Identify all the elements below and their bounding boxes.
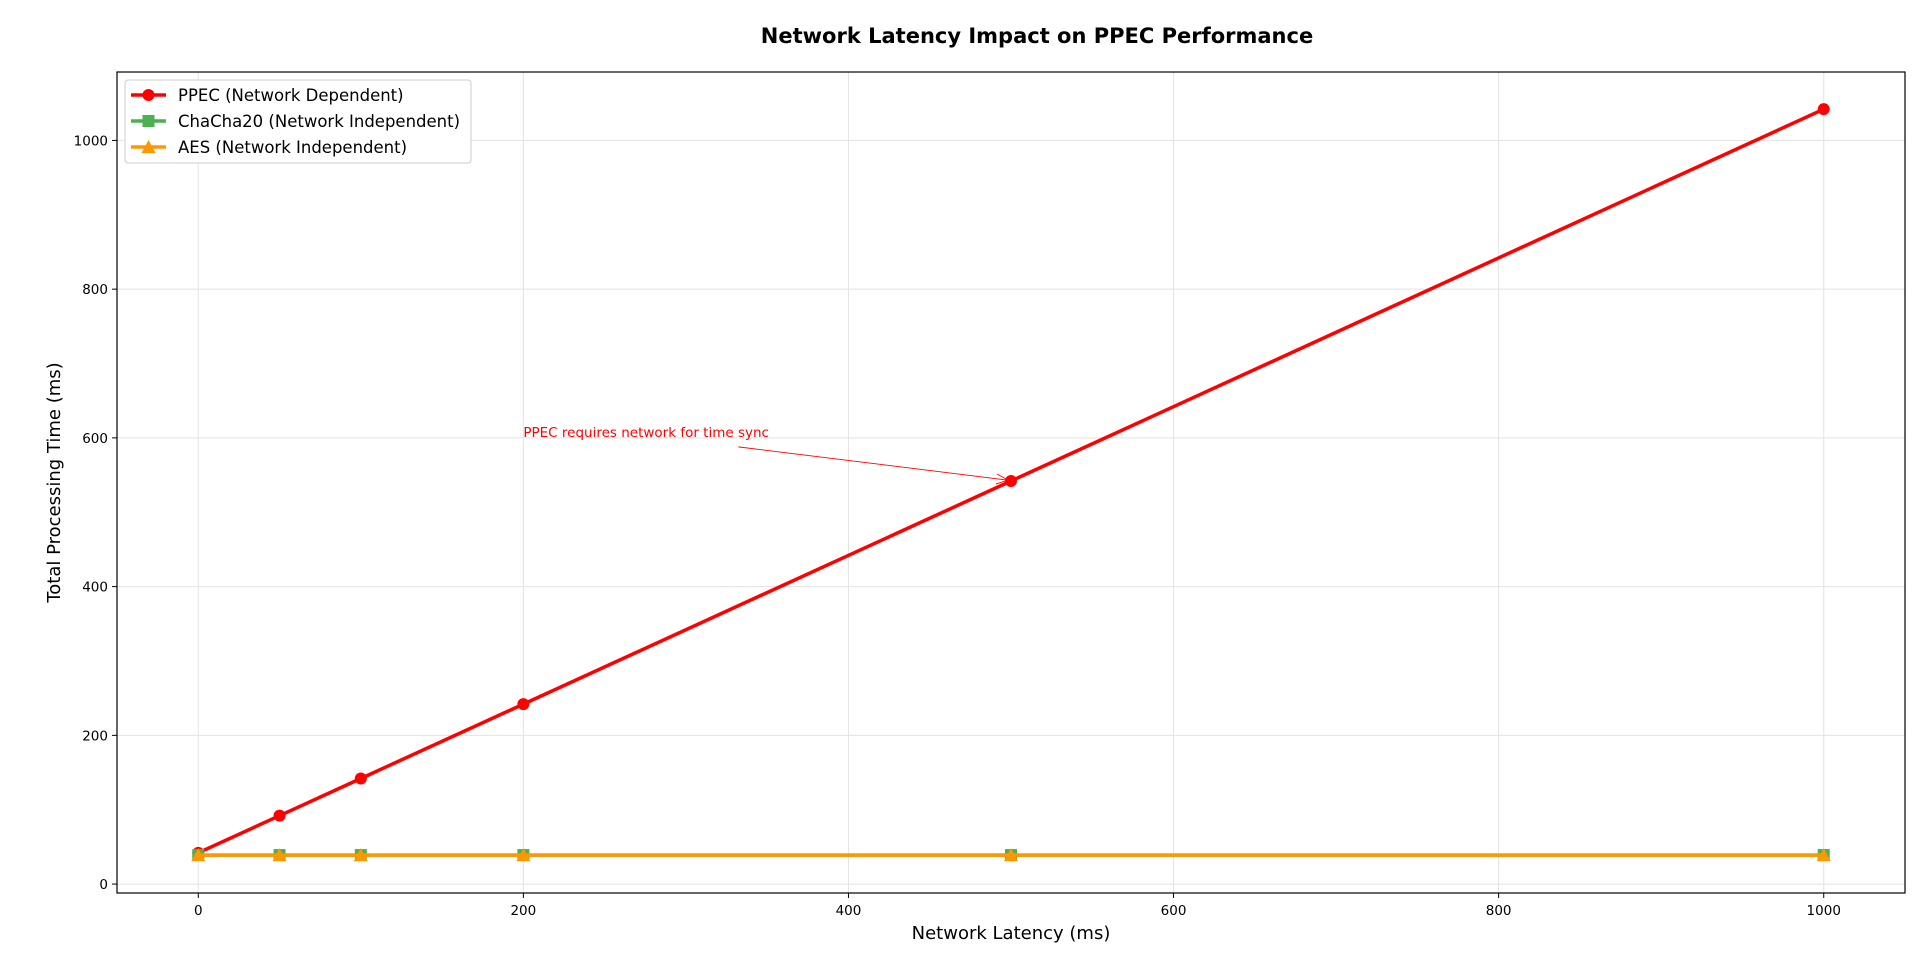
x-tick-label: 0 — [194, 903, 203, 919]
data-point — [517, 698, 530, 711]
legend-item: PPEC (Network Dependent) — [131, 86, 404, 105]
legend-label: PPEC (Network Dependent) — [178, 86, 404, 105]
data-point — [354, 772, 367, 785]
x-tick-label: 800 — [1486, 903, 1512, 919]
x-tick-label: 400 — [836, 903, 862, 919]
series-line — [197, 107, 1825, 855]
series-2 — [191, 848, 1831, 862]
annotation-arrow — [738, 446, 1008, 481]
y-tick-label: 0 — [99, 877, 108, 893]
annotation-text: PPEC requires network for time sync — [523, 425, 769, 441]
legend: PPEC (Network Dependent) ChaCha20 (Networ… — [124, 79, 472, 164]
data-point — [1005, 475, 1017, 488]
y-tick-label: 800 — [82, 282, 108, 298]
y-tick-label: 200 — [82, 728, 108, 744]
x-tick-label: 1000 — [1807, 903, 1841, 919]
y-tick-label: 1000 — [74, 133, 108, 149]
y-axis-label: Total Processing Time (ms) — [44, 362, 65, 603]
data-point — [516, 848, 531, 862]
legend-marker — [142, 115, 155, 127]
data-point — [353, 848, 368, 862]
annotation-arrowhead — [995, 473, 1010, 485]
x-tick-label: 200 — [510, 903, 536, 919]
chart-title: Network Latency Impact on PPEC Performan… — [761, 24, 1313, 48]
y-tick-label: 600 — [82, 431, 108, 447]
legend-label: AES (Network Independent) — [178, 138, 407, 157]
data-point — [273, 809, 286, 822]
x-tick-label: 600 — [1161, 903, 1187, 919]
legend-label: ChaCha20 (Network Independent) — [178, 112, 460, 131]
y-tick-label: 400 — [82, 580, 108, 596]
x-axis-label: Network Latency (ms) — [912, 923, 1111, 944]
data-point — [1816, 848, 1831, 862]
data-point — [1004, 848, 1018, 862]
legend-marker — [142, 89, 155, 101]
legend-marker — [141, 140, 156, 153]
legend-box — [124, 79, 472, 164]
data-point — [1817, 103, 1830, 116]
plot-area-frame — [116, 71, 1906, 894]
legend-item: AES (Network Independent) — [131, 138, 407, 157]
data-point — [272, 848, 287, 862]
data-point — [191, 848, 206, 862]
legend-item: ChaCha20 (Network Independent) — [131, 112, 460, 131]
